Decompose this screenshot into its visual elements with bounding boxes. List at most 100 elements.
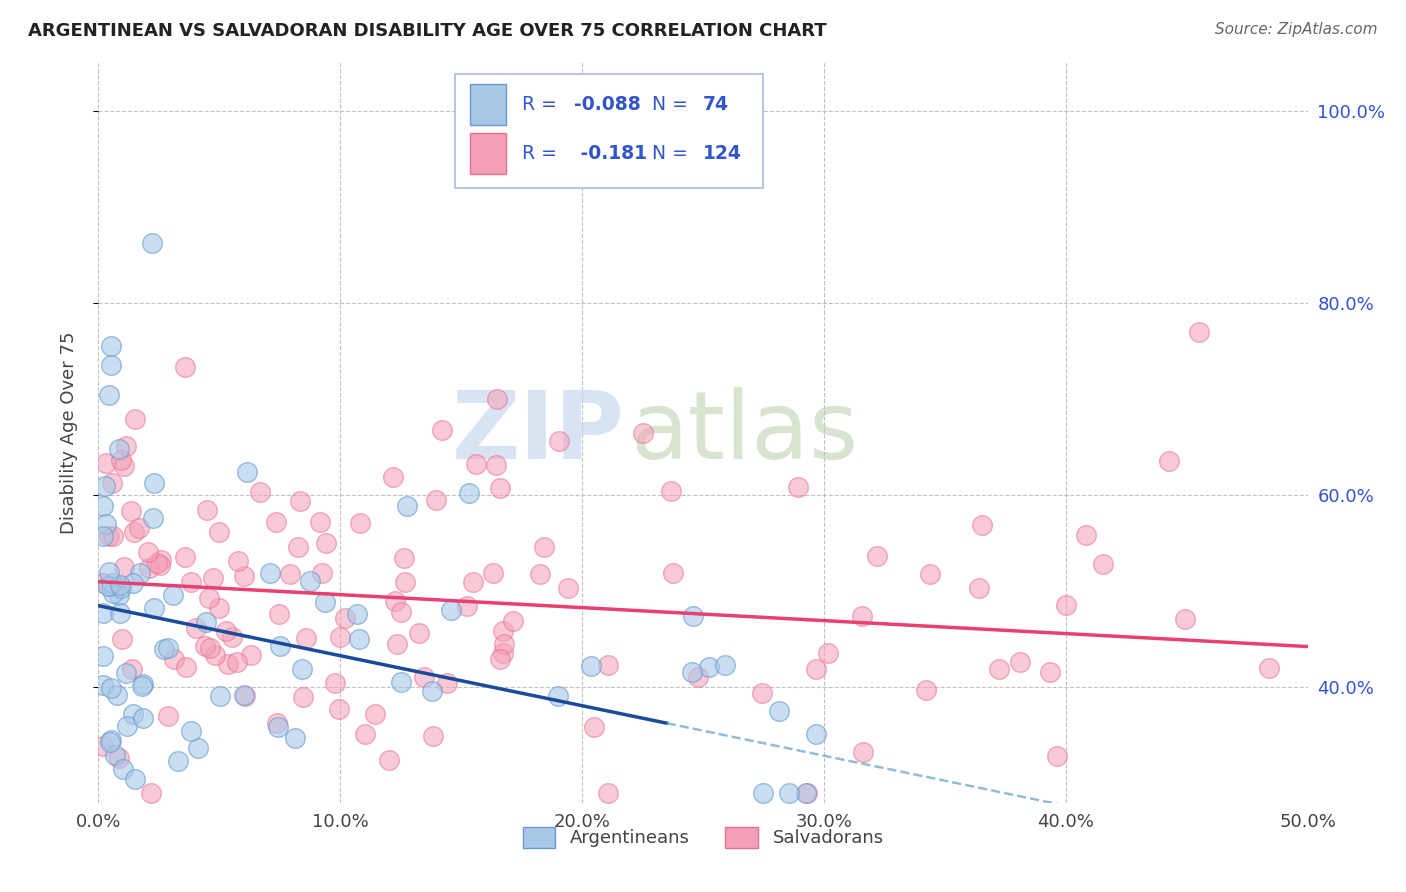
Point [202, 571, 225, 585]
Point [267, 607, 290, 621]
Point [156, 709, 179, 723]
Point [104, 747, 127, 762]
Point [180, 724, 202, 739]
Point [866, 549, 889, 563]
Point [194, 639, 217, 653]
Point [488, 482, 510, 496]
Text: R =: R = [522, 95, 562, 114]
Point [1046, 748, 1069, 763]
Point [100, 579, 122, 593]
Point [278, 566, 301, 581]
Point [173, 549, 195, 564]
Point [107, 751, 129, 765]
Point [121, 706, 143, 721]
Point [987, 662, 1010, 676]
Point [101, 476, 124, 491]
Point [142, 511, 165, 525]
Y-axis label: Disability Age Over 75: Disability Age Over 75 [59, 331, 77, 534]
Point [328, 702, 350, 716]
Point [347, 632, 370, 647]
Point [142, 601, 165, 615]
Point [162, 588, 184, 602]
Point [143, 476, 166, 491]
Point [972, 517, 994, 532]
Point [120, 504, 142, 518]
Point [458, 485, 481, 500]
Point [208, 601, 231, 615]
Bar [470, 84, 506, 125]
Point [221, 630, 243, 644]
Point [100, 339, 122, 353]
Point [115, 719, 138, 733]
Point [681, 665, 703, 679]
Point [430, 423, 453, 437]
Point [157, 640, 180, 655]
Point [110, 453, 132, 467]
Point [128, 566, 150, 581]
Point [422, 730, 444, 744]
Point [291, 662, 314, 676]
Point [153, 641, 176, 656]
Point [108, 588, 131, 602]
Point [269, 640, 291, 654]
Point [100, 359, 122, 373]
Point [115, 666, 138, 681]
FancyBboxPatch shape [456, 73, 763, 188]
Point [1008, 655, 1031, 669]
Text: 74: 74 [703, 95, 728, 114]
Point [463, 575, 485, 590]
Text: 124: 124 [703, 144, 742, 163]
Point [96, 579, 118, 593]
Point [141, 236, 163, 251]
Point [582, 720, 605, 734]
Point [299, 574, 322, 589]
Point [697, 660, 720, 674]
Point [198, 591, 221, 606]
Text: ARGENTINEAN VS SALVADORAN DISABILITY AGE OVER 75 CORRELATION CHART: ARGENTINEAN VS SALVADORAN DISABILITY AGE… [28, 22, 827, 40]
Point [180, 574, 202, 589]
Point [112, 560, 135, 574]
Point [101, 585, 124, 599]
Point [713, 657, 735, 672]
Point [195, 503, 218, 517]
Point [225, 656, 247, 670]
Point [915, 683, 938, 698]
Point [311, 566, 333, 580]
Point [547, 689, 569, 703]
Point [529, 566, 551, 581]
Point [920, 567, 942, 582]
Point [128, 521, 150, 535]
Point [124, 411, 146, 425]
Point [122, 524, 145, 539]
Point [124, 772, 146, 787]
Point [395, 499, 418, 513]
Point [389, 606, 412, 620]
Text: Source: ZipAtlas.com: Source: ZipAtlas.com [1215, 22, 1378, 37]
Point [112, 458, 135, 473]
Point [98, 529, 121, 543]
Point [93, 478, 115, 492]
Point [482, 566, 505, 581]
Point [186, 621, 208, 635]
Point [465, 457, 488, 471]
Point [412, 670, 434, 684]
Point [110, 578, 132, 592]
Point [91, 648, 114, 663]
Point [267, 720, 290, 734]
Point [394, 551, 416, 566]
Point [314, 595, 336, 609]
Point [533, 540, 555, 554]
Point [97, 565, 120, 579]
Text: ZIP: ZIP [451, 386, 624, 479]
Point [195, 615, 218, 629]
Point [394, 574, 416, 589]
Point [349, 516, 371, 530]
Point [91, 739, 114, 753]
Point [264, 515, 287, 529]
Point [787, 480, 810, 494]
Point [100, 733, 122, 747]
Point [105, 688, 128, 702]
Point [751, 686, 773, 700]
Point [1188, 325, 1211, 339]
Point [662, 566, 685, 580]
